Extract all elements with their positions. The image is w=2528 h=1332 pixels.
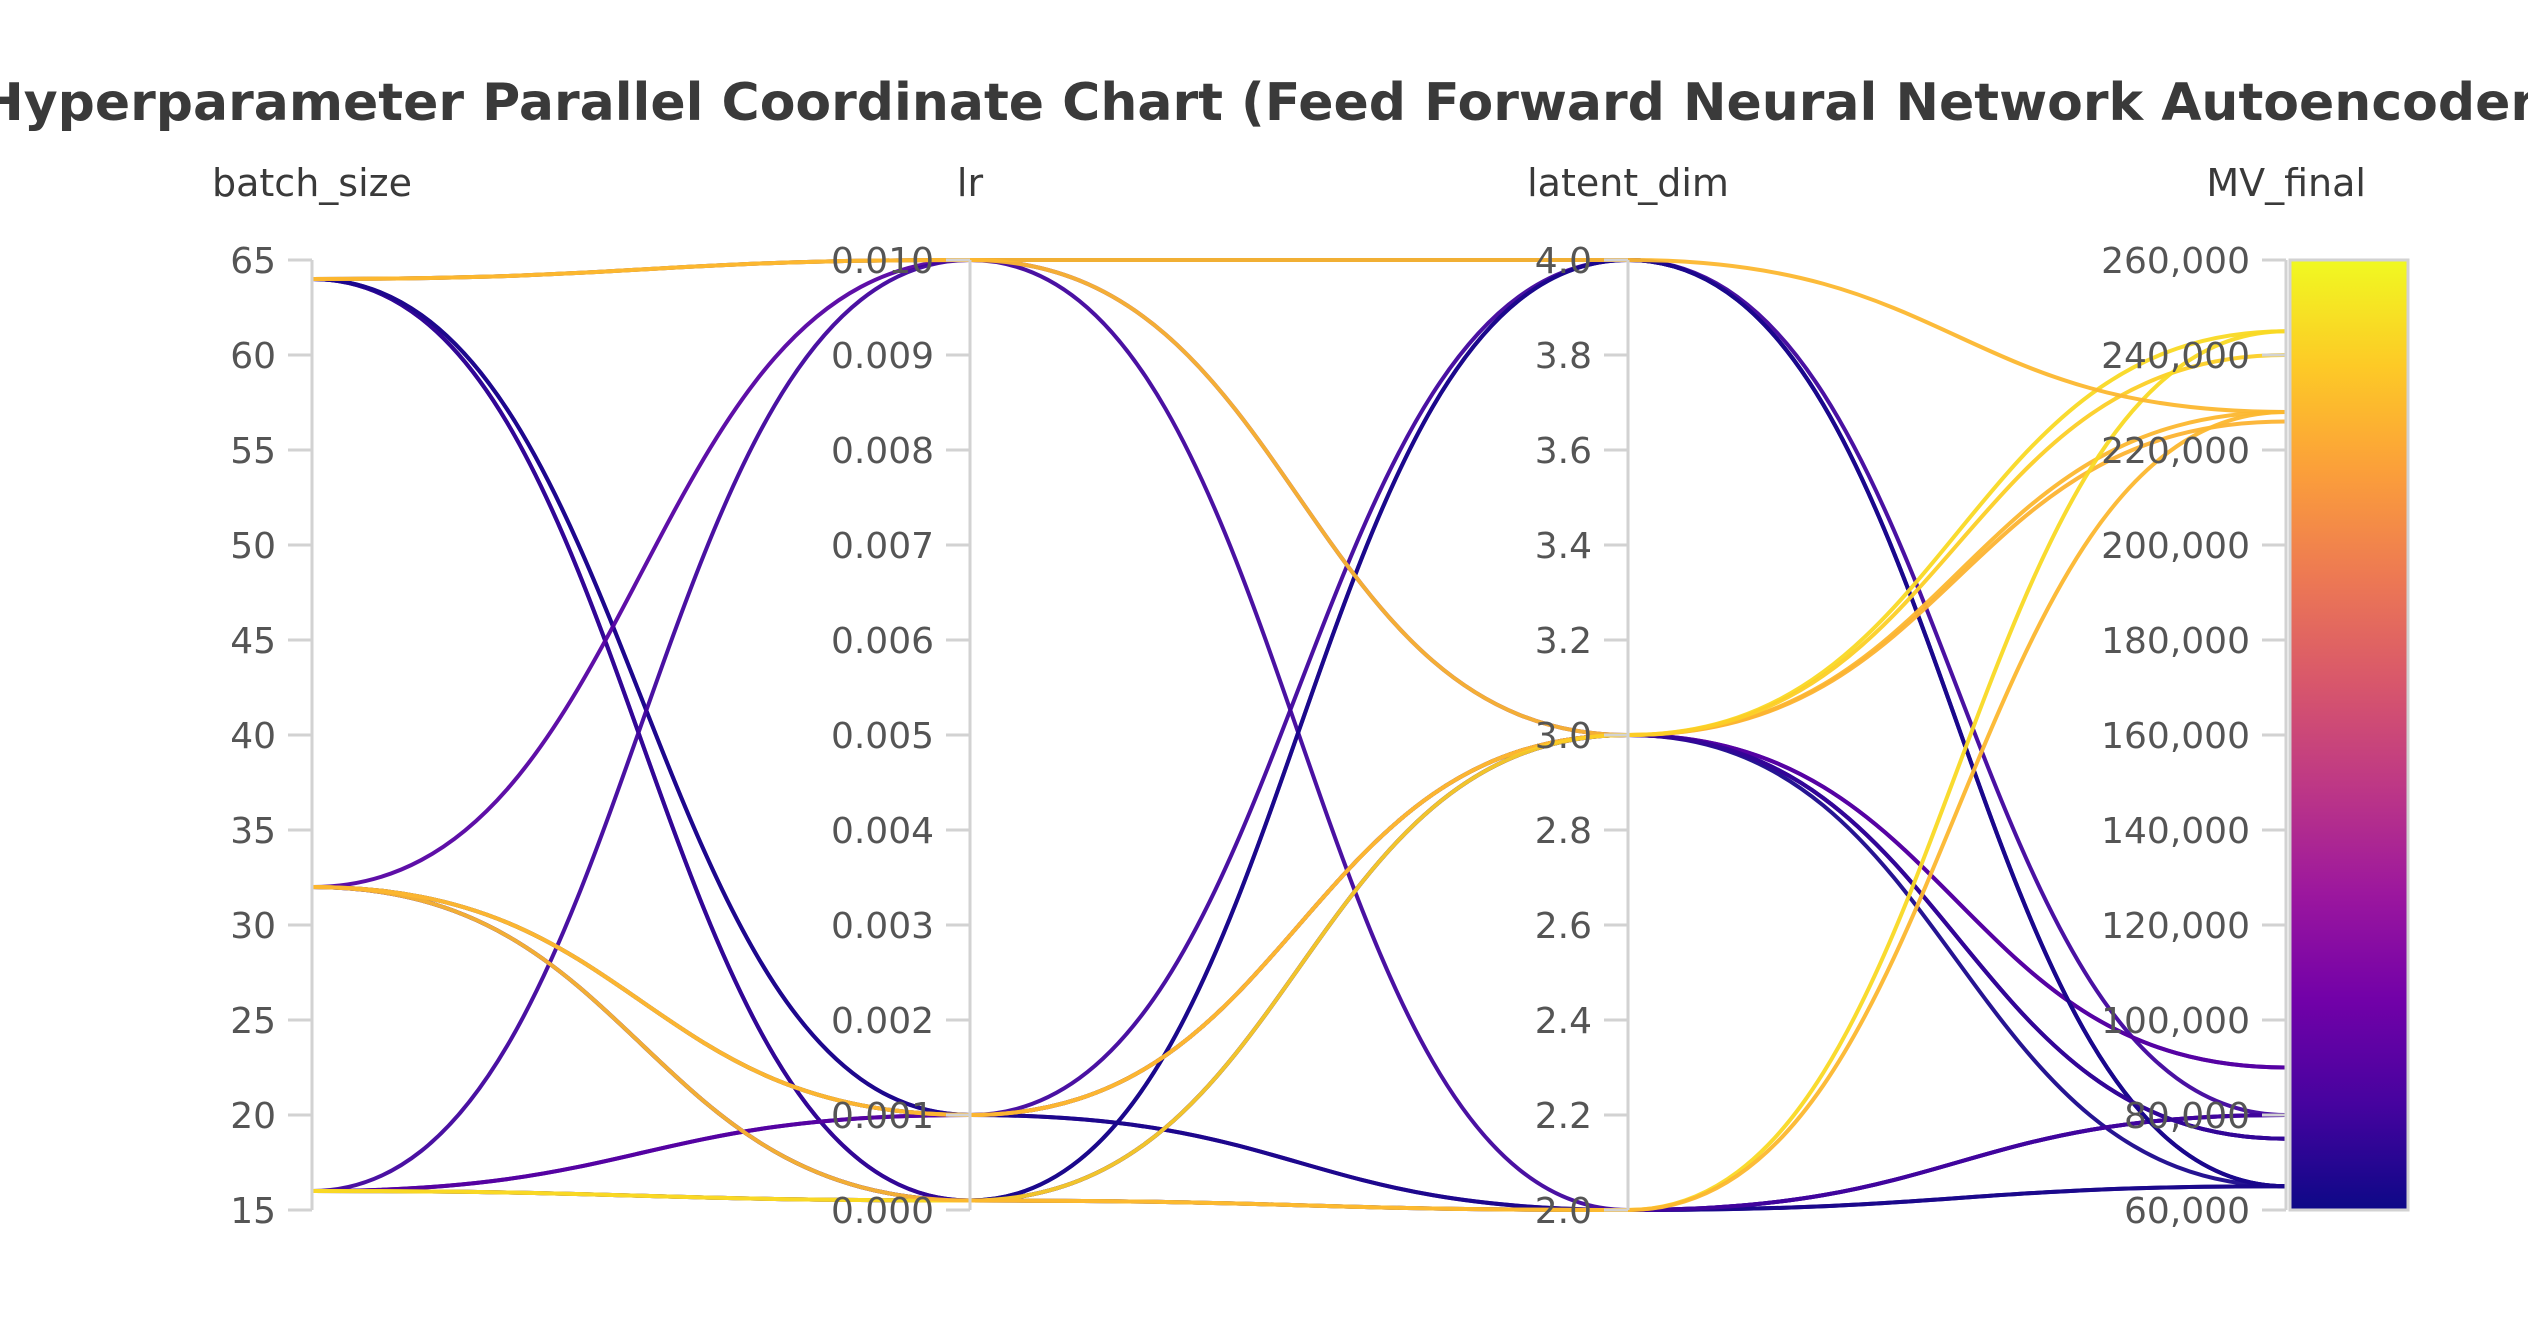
tick-label: 200,000 <box>2101 526 2250 567</box>
run-line-10 <box>311 257 2287 1213</box>
run-line-5 <box>311 257 2287 1070</box>
tick-label: 55 <box>230 431 276 472</box>
tick-label: 0.006 <box>831 621 934 662</box>
tick-label: 20 <box>230 1096 276 1137</box>
tick-label: 2.0 <box>1535 1191 1592 1232</box>
run-line-18 <box>311 353 2287 1203</box>
run-line-17 <box>311 419 2287 1118</box>
tick-label: 40 <box>230 716 276 757</box>
colorbar-gradient <box>2288 258 2410 1212</box>
tick-label: 25 <box>230 1001 276 1042</box>
axis-latent_dim[interactable]: latent_dim 2.0 2.2 2.4 2.6 2.8 3.0 3.2 3.4 3.6 3.8… <box>1527 161 1729 1232</box>
tick-label: 2.8 <box>1535 811 1592 852</box>
tick-label: 2.6 <box>1535 906 1592 947</box>
tick-label: 0.010 <box>831 241 934 282</box>
axis-batch_size[interactable]: batch_size 15 20 25 30 35 40 45 50 55 60 65 <box>212 161 412 1232</box>
colorbar <box>2288 258 2410 1212</box>
run-line-20 <box>311 257 2287 414</box>
run-line-12 <box>311 732 2287 1193</box>
tick-label: 0.004 <box>831 811 934 852</box>
tick-label: 0.001 <box>831 1096 934 1137</box>
tick-label: 45 <box>230 621 276 662</box>
tick-label: 0.007 <box>831 526 934 567</box>
tick-label: 3.0 <box>1535 716 1592 757</box>
run-line-1 <box>311 277 2287 1213</box>
axis-label-batch_size: batch_size <box>212 161 412 205</box>
tick-label: 180,000 <box>2101 621 2250 662</box>
tick-label: 2.4 <box>1535 1001 1592 1042</box>
axis-label-latent_dim: latent_dim <box>1527 161 1729 205</box>
run-line-7 <box>311 732 2287 1141</box>
tick-label: 240,000 <box>2101 336 2250 377</box>
tick-label: 35 <box>230 811 276 852</box>
run-line-16 <box>311 329 2287 1118</box>
tick-label: 140,000 <box>2101 811 2250 852</box>
axis-MV_final[interactable]: MV_final 60,000 80,000 100,000 120,000 140,00… <box>2101 161 2366 1232</box>
tick-label: 30 <box>230 906 276 947</box>
run-lines <box>311 257 2287 1213</box>
tick-label: 4.0 <box>1535 241 1592 282</box>
tick-label: 160,000 <box>2101 716 2250 757</box>
tick-label: 3.6 <box>1535 431 1592 472</box>
tick-label: 0.000 <box>831 1191 934 1232</box>
tick-label: 0.009 <box>831 336 934 377</box>
axes: batch_size 15 20 25 30 35 40 45 50 55 60 65 lr 0.000 0… <box>212 161 2366 1232</box>
tick-label: 120,000 <box>2101 906 2250 947</box>
run-line-21 <box>311 410 2287 1213</box>
tick-label: 60,000 <box>2124 1191 2250 1232</box>
tick-label: 0.005 <box>831 716 934 757</box>
tick-label: 50 <box>230 526 276 567</box>
tick-label: 100,000 <box>2101 1001 2250 1042</box>
axis-label-lr: lr <box>957 161 984 205</box>
tick-label: 15 <box>230 1191 276 1232</box>
tick-label: 3.8 <box>1535 336 1592 377</box>
tick-label: 3.4 <box>1535 526 1592 567</box>
tick-label: 2.2 <box>1535 1096 1592 1137</box>
tick-label: 3.2 <box>1535 621 1592 662</box>
tick-label: 0.003 <box>831 906 934 947</box>
run-line-0 <box>311 257 2287 1189</box>
tick-label: 220,000 <box>2101 431 2250 472</box>
tick-label: 0.008 <box>831 431 934 472</box>
run-line-3 <box>311 277 2287 1213</box>
axis-lr[interactable]: lr 0.000 0.001 0.002 0.003 0.004 0.005 0.006 0.0… <box>831 161 984 1232</box>
run-line-15 <box>311 257 2287 738</box>
tick-label: 65 <box>230 241 276 282</box>
tick-label: 260,000 <box>2101 241 2250 282</box>
tick-label: 0.002 <box>831 1001 934 1042</box>
tick-label: 60 <box>230 336 276 377</box>
tick-label: 80,000 <box>2124 1096 2250 1137</box>
axis-label-MV_final: MV_final <box>2206 161 2366 205</box>
chart-title: Hyperparameter Parallel Coordinate Chart… <box>0 73 2528 133</box>
